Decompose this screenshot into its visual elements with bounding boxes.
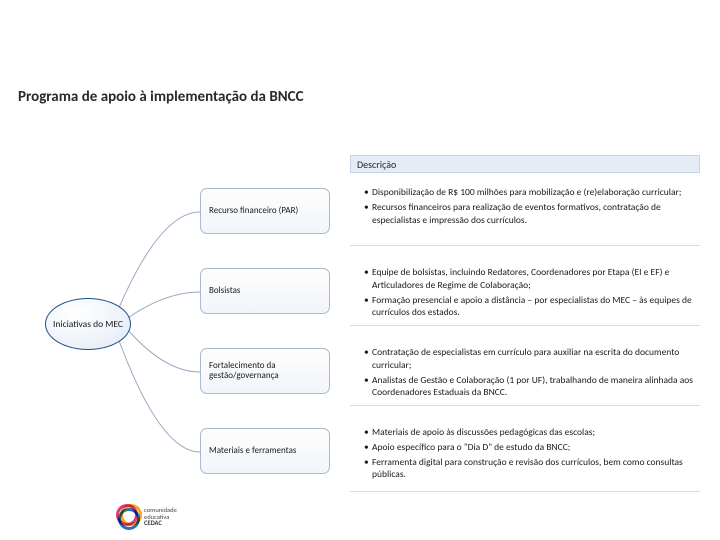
desc-bullet: Analistas de Gestão e Colaboração (1 por… <box>364 374 694 400</box>
desc-row: Materiais de apoio às discussões pedagóg… <box>350 420 700 492</box>
desc-bullet: Disponibilização de R$ 100 milhões para … <box>364 186 694 199</box>
desc-bullet: Ferramenta digital para construção e rev… <box>364 456 694 482</box>
desc-bullet: Materiais de apoio às discussões pedagóg… <box>364 426 694 439</box>
desc-row: Equipe de bolsistas, incluindo Redatores… <box>350 260 700 326</box>
spoke-fortalecimento: Fortalecimento da gestão/governança <box>200 348 330 394</box>
desc-bullet: Formação presencial e apoio a distância … <box>364 294 694 320</box>
spoke-bolsistas: Bolsistas <box>200 268 330 314</box>
logo-line: CEDAC <box>144 520 177 527</box>
desc-bullet: Recursos financeiros para realização de … <box>364 201 694 227</box>
desc-row: Contratação de especialistas em currícul… <box>350 340 700 406</box>
spoke-label: Fortalecimento da gestão/governança <box>209 361 329 382</box>
spoke-label: Materiais e ferramentas <box>209 446 296 456</box>
desc-row: Disponibilização de R$ 100 milhões para … <box>350 180 700 246</box>
spoke-label: Recurso financeiro (PAR) <box>209 206 298 216</box>
page-title: Programa de apoio à implementação da BNC… <box>18 88 304 106</box>
logo: comunidade educativa CEDAC <box>118 506 177 528</box>
desc-bullet: Equipe de bolsistas, incluindo Redatores… <box>364 266 694 292</box>
description-header: Descrição <box>350 155 700 173</box>
logo-rings-icon <box>118 506 140 528</box>
hub-label: Iniciativas do MEC <box>53 319 123 330</box>
spoke-materiais: Materiais e ferramentas <box>200 428 330 474</box>
footer-band <box>0 492 720 540</box>
spoke-label: Bolsistas <box>209 286 240 296</box>
logo-text: comunidade educativa CEDAC <box>144 507 177 527</box>
desc-bullet: Contratação de especialistas em currícul… <box>364 346 694 372</box>
desc-bullet: Apoio específico para o "Dia D" de estud… <box>364 441 694 454</box>
hub-oval: Iniciativas do MEC <box>45 298 131 350</box>
spoke-recurso-financeiro: Recurso financeiro (PAR) <box>200 188 330 234</box>
